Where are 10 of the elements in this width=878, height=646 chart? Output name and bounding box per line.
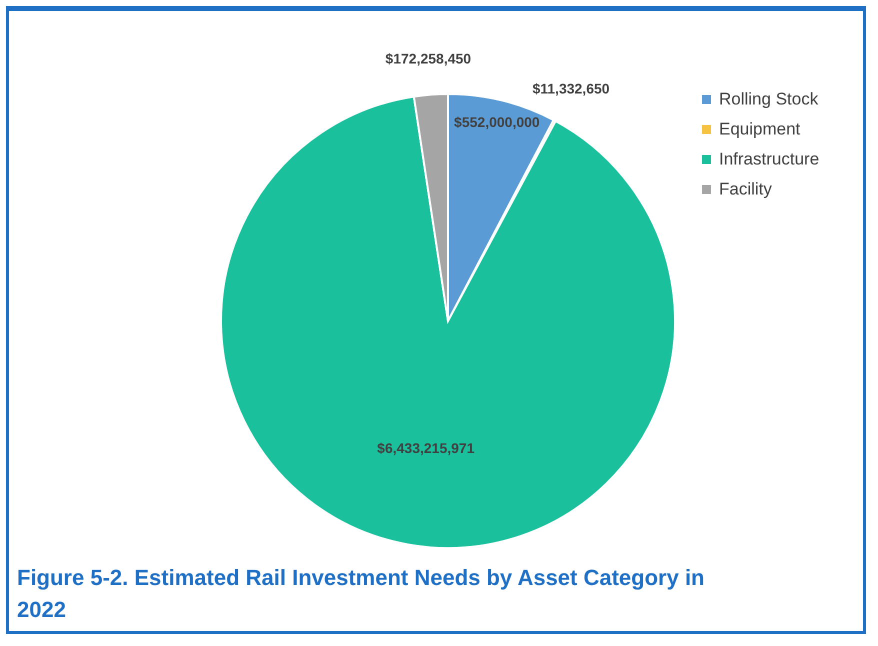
data-label: $11,332,650 bbox=[532, 80, 610, 97]
legend-label: Equipment bbox=[719, 120, 801, 138]
legend-label: Facility bbox=[719, 180, 772, 198]
legend-label: Infrastructure bbox=[719, 150, 820, 168]
data-label: $552,000,000 bbox=[454, 114, 540, 130]
legend-label: Rolling Stock bbox=[719, 90, 819, 108]
pie-slice bbox=[220, 96, 676, 549]
data-label: $172,258,450 bbox=[385, 50, 472, 67]
text: Figure 5-2. Estimated Rail Investment Needs by Asset Category in 2022 bbox=[17, 565, 704, 622]
data-label: $6,433,215,971 bbox=[377, 440, 475, 456]
